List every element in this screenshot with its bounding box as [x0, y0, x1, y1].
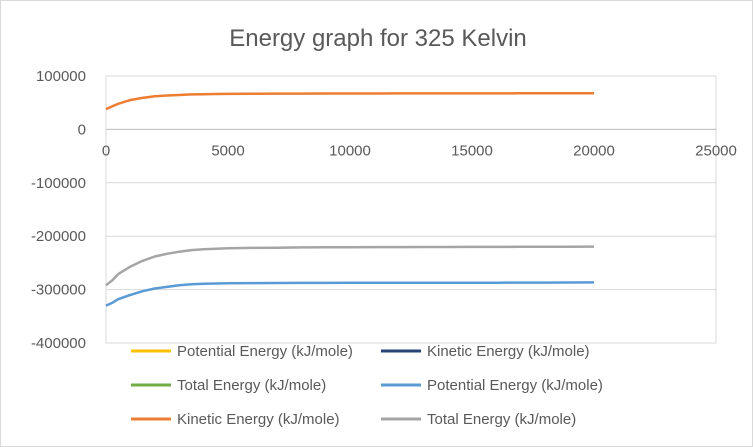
legend-label-3: Potential Energy (kJ/mole) — [427, 377, 603, 394]
series-line-4 — [105, 91, 594, 111]
x-tick-label-2: 10000 — [329, 142, 371, 159]
x-tick-label-1: 5000 — [211, 142, 244, 159]
y-tick-labels: 100000 0 -100000 -200000 -300000 -400000 — [31, 68, 86, 352]
y-tick-label-3: -200000 — [31, 228, 86, 245]
series-line-3 — [105, 281, 595, 307]
gridlines — [106, 75, 717, 344]
legend-label-2: Total Energy (kJ/mole) — [177, 377, 326, 394]
series-line-5 — [105, 245, 595, 287]
x-tick-label-3: 15000 — [451, 142, 493, 159]
legend: Potential Energy (kJ/mole) Kinetic Energy… — [131, 343, 603, 428]
legend-label-4: Kinetic Energy (kJ/mole) — [177, 411, 340, 428]
y-tick-label-5: -400000 — [31, 335, 86, 352]
chart-title: Energy graph for 325 Kelvin — [229, 25, 527, 52]
legend-label-5: Total Energy (kJ/mole) — [427, 411, 576, 428]
y-tick-label-0: 100000 — [36, 68, 86, 85]
x-tick-labels: 0 5000 10000 15000 20000 25000 — [102, 142, 737, 159]
y-tick-label-1: 0 — [78, 121, 86, 138]
x-tick-label-5: 25000 — [695, 142, 737, 159]
axes — [105, 76, 716, 343]
series-group — [105, 91, 595, 307]
legend-label-1: Kinetic Energy (kJ/mole) — [427, 343, 590, 360]
y-tick-label-4: -300000 — [31, 282, 86, 299]
legend-label-0: Potential Energy (kJ/mole) — [177, 343, 353, 360]
x-tick-label-4: 20000 — [573, 142, 615, 159]
x-tick-label-0: 0 — [102, 142, 110, 159]
y-tick-label-2: -100000 — [31, 175, 86, 192]
